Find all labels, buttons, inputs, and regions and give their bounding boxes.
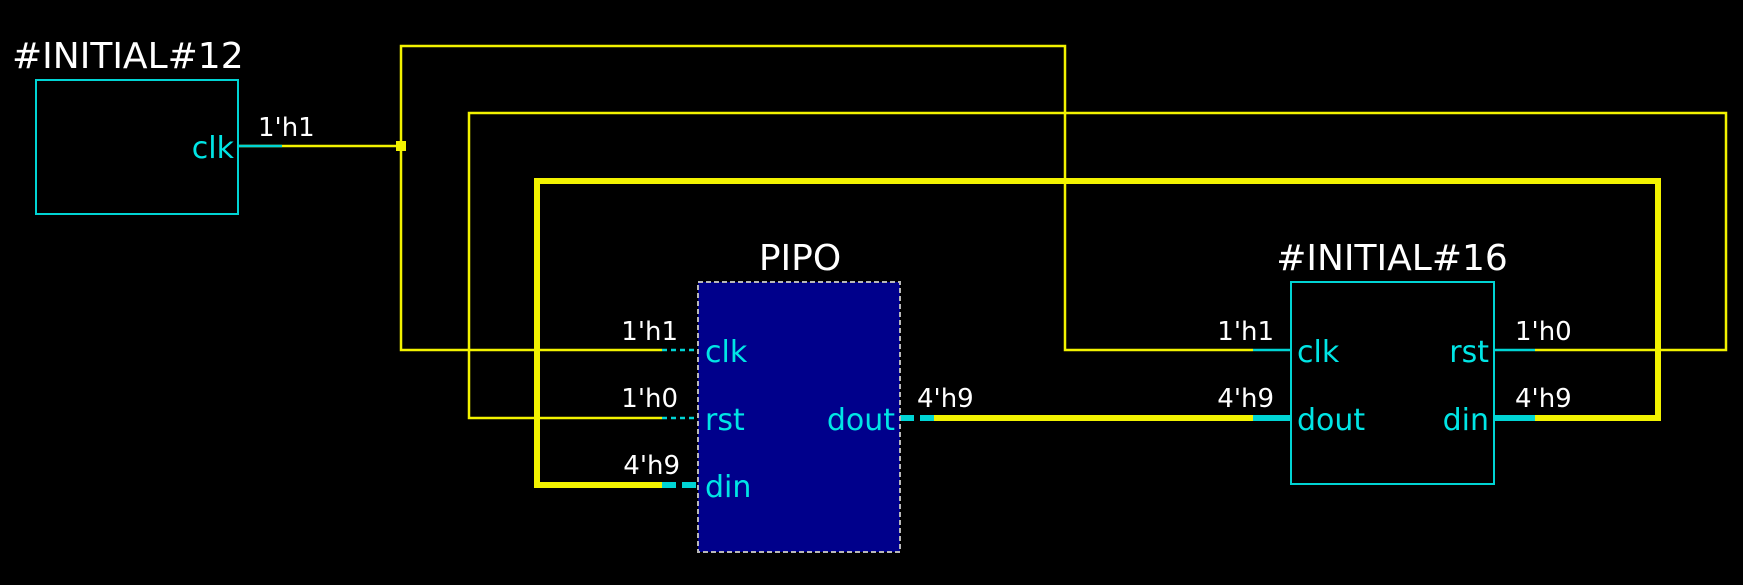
port-initial16-din[interactable]: din: [1443, 403, 1489, 438]
block-pipo-title: PIPO: [759, 238, 841, 279]
block-initial16-title: #INITIAL#16: [1276, 238, 1508, 279]
value-pipo-rst: 1'h0: [621, 384, 678, 414]
block-initial12-title: #INITIAL#12: [12, 36, 244, 77]
value-initial12-clk: 1'h1: [258, 113, 315, 143]
block-pipo-box: [697, 281, 901, 553]
block-pipo[interactable]: PIPO clk rst din dout 1'h1 1'h0 4'h9 4'h…: [621, 238, 974, 553]
port-initial16-rst[interactable]: rst: [1449, 335, 1489, 370]
wire-clk-to-pipo: [399, 146, 662, 352]
port-initial16-clk[interactable]: clk: [1297, 335, 1340, 370]
value-initial16-clk: 1'h1: [1217, 317, 1274, 347]
port-initial16-dout[interactable]: dout: [1297, 403, 1365, 438]
value-pipo-dout: 4'h9: [917, 384, 974, 414]
value-pipo-din: 4'h9: [623, 451, 680, 481]
wire-clk-to-initial16: [399, 44, 1253, 352]
port-pipo-din[interactable]: din: [705, 470, 751, 505]
value-pipo-clk: 1'h1: [621, 317, 678, 347]
block-initial16[interactable]: #INITIAL#16 clk dout rst din 1'h1 4'h9 1…: [1217, 238, 1572, 485]
block-initial12[interactable]: #INITIAL#12 clk 1'h1: [12, 36, 315, 215]
block-initial16-box: [1290, 281, 1495, 485]
block-initial12-box: [35, 79, 239, 215]
wire-rst: [467, 111, 1728, 420]
value-initial16-din: 4'h9: [1515, 384, 1572, 414]
port-pipo-clk[interactable]: clk: [705, 335, 748, 370]
port-pipo-dout[interactable]: dout: [827, 403, 895, 438]
value-initial16-rst: 1'h0: [1515, 317, 1572, 347]
port-pipo-rst[interactable]: rst: [705, 403, 745, 438]
wire-din-bus: [534, 178, 1661, 488]
value-initial16-dout: 4'h9: [1217, 384, 1274, 414]
port-initial12-clk[interactable]: clk: [192, 131, 235, 166]
